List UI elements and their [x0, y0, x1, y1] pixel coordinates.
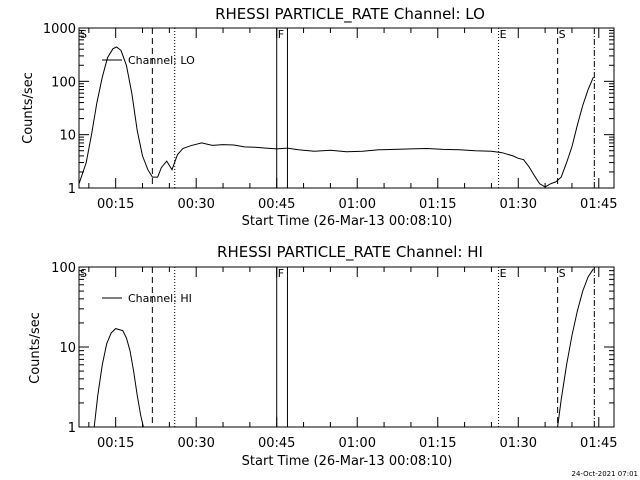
- hi-y-axis-label: Counts/sec: [28, 312, 43, 384]
- lo-event-marker-label: S: [559, 28, 566, 41]
- lo-x-tick-label: 01:15: [419, 197, 456, 212]
- hi-channel-panel: RHESSI PARTICLE_RATE Channel: HI Counts/…: [28, 243, 618, 469]
- lo-y-tick-label: 1: [68, 182, 76, 197]
- hi-x-tick-label: 01:00: [339, 436, 376, 451]
- lo-x-tick-label: 00:15: [97, 197, 134, 212]
- hi-x-tick-label: 01:15: [419, 436, 456, 451]
- hi-event-marker-label: S: [559, 267, 566, 280]
- hi-chart-title: RHESSI PARTICLE_RATE Channel: HI: [217, 243, 483, 262]
- lo-x-tick-label: 00:30: [177, 197, 214, 212]
- hi-y-tick-label: 10: [59, 341, 76, 356]
- generation-date: 24-Oct-2021 07:01: [572, 470, 638, 478]
- hi-event-marker-label: F: [278, 267, 284, 280]
- hi-y-tick-label: 1: [68, 421, 76, 436]
- hi-series-line-segment-2: [557, 268, 594, 428]
- lo-chart-title: RHESSI PARTICLE_RATE Channel: LO: [215, 5, 485, 24]
- hi-x-tick-label: 00:30: [177, 436, 214, 451]
- hi-x-tick-label: 00:45: [258, 436, 295, 451]
- lo-plot-frame: [78, 27, 615, 189]
- hi-x-tick-label: 01:45: [580, 436, 617, 451]
- lo-x-tick-label: 01:00: [339, 197, 376, 212]
- hi-y-tick-label: 100: [51, 261, 76, 276]
- lo-x-axis-label: Start Time (26-Mar-13 00:08:10): [242, 214, 453, 229]
- hi-series-line: [93, 328, 144, 428]
- lo-y-axis-label: Counts/sec: [21, 72, 36, 144]
- lo-x-tick-label: 01:45: [580, 197, 617, 212]
- lo-event-marker-label: E: [500, 28, 507, 41]
- lo-event-marker-label: S: [80, 28, 87, 41]
- hi-x-axis-label: Start Time (26-Mar-13 00:08:10): [242, 454, 453, 469]
- lo-y-tick-label: 1000: [43, 22, 76, 37]
- hi-x-tick-label: 01:30: [500, 436, 537, 451]
- lo-y-tick-label: 10: [59, 129, 76, 144]
- lo-channel-panel: RHESSI PARTICLE_RATE Channel: LO Counts/…: [21, 5, 618, 229]
- hi-legend-label: Channel: HI: [128, 292, 192, 305]
- hi-x-tick-label: 00:15: [97, 436, 134, 451]
- hi-event-marker-label: E: [500, 267, 507, 280]
- hi-plot-frame: [78, 266, 615, 428]
- lo-legend-label: Channel: LO: [128, 54, 195, 67]
- lo-x-tick-label: 01:30: [500, 197, 537, 212]
- lo-y-tick-label: 100: [51, 75, 76, 90]
- hi-event-marker-label: S: [80, 267, 87, 280]
- lo-series-line: [78, 46, 594, 188]
- lo-x-tick-label: 00:45: [258, 197, 295, 212]
- lo-event-marker-label: F: [278, 28, 284, 41]
